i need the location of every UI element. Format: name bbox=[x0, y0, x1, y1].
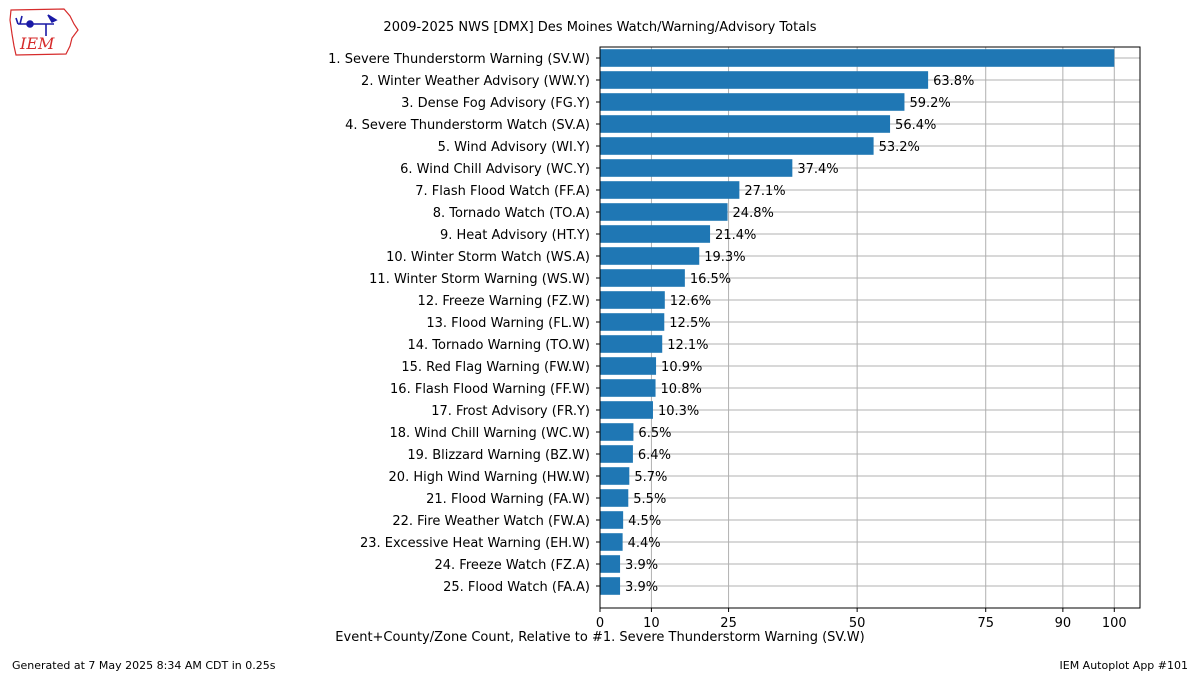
value-label: 12.6% bbox=[670, 294, 711, 309]
bar bbox=[600, 181, 740, 199]
x-tick-label: 25 bbox=[720, 616, 737, 631]
x-axis-label: Event+County/Zone Count, Relative to #1.… bbox=[335, 630, 864, 645]
bar bbox=[600, 379, 656, 397]
category-label: 15. Red Flag Warning (FW.W) bbox=[401, 360, 590, 375]
bar bbox=[600, 313, 665, 331]
category-label: 4. Severe Thunderstorm Watch (SV.A) bbox=[345, 118, 590, 133]
logo-text: IEM bbox=[19, 34, 55, 53]
x-tick-label: 50 bbox=[849, 616, 866, 631]
category-label: 25. Flood Watch (FA.A) bbox=[443, 580, 590, 595]
value-label: 6.5% bbox=[638, 426, 671, 441]
category-label: 20. High Wind Warning (HW.W) bbox=[389, 470, 590, 485]
app-label: IEM Autoplot App #101 bbox=[1059, 659, 1189, 672]
value-label: 10.9% bbox=[661, 360, 702, 375]
category-label: 24. Freeze Watch (FZ.A) bbox=[434, 558, 590, 573]
value-label: 3.9% bbox=[625, 558, 658, 573]
bar bbox=[600, 225, 711, 243]
bar bbox=[600, 401, 653, 419]
category-label: 18. Wind Chill Warning (WC.W) bbox=[389, 426, 590, 441]
category-label: 9. Heat Advisory (HT.Y) bbox=[440, 228, 590, 243]
x-tick-label: 100 bbox=[1102, 616, 1127, 631]
value-label: 5.5% bbox=[633, 492, 666, 507]
bar bbox=[600, 445, 633, 463]
category-label: 6. Wind Chill Advisory (WC.Y) bbox=[400, 162, 590, 177]
bar bbox=[600, 71, 929, 89]
category-label: 8. Tornado Watch (TO.A) bbox=[433, 206, 590, 221]
value-label: 56.4% bbox=[895, 118, 936, 133]
value-label: 10.8% bbox=[661, 382, 702, 397]
value-label: 6.4% bbox=[638, 448, 671, 463]
value-label: 24.8% bbox=[733, 206, 774, 221]
bar bbox=[600, 115, 891, 133]
category-label: 13. Flood Warning (FL.W) bbox=[426, 316, 590, 331]
category-label: 19. Blizzard Warning (BZ.W) bbox=[407, 448, 590, 463]
category-label: 21. Flood Warning (FA.W) bbox=[426, 492, 590, 507]
category-label: 5. Wind Advisory (WI.Y) bbox=[438, 140, 590, 155]
value-label: 16.5% bbox=[690, 272, 731, 287]
value-label: 59.2% bbox=[909, 96, 950, 111]
bar bbox=[600, 137, 874, 155]
category-label: 1. Severe Thunderstorm Warning (SV.W) bbox=[328, 52, 590, 67]
iowa-outline bbox=[9, 8, 79, 56]
category-label: 17. Frost Advisory (FR.Y) bbox=[431, 404, 590, 419]
category-label: 7. Flash Flood Watch (FF.A) bbox=[415, 184, 590, 199]
bar bbox=[600, 489, 629, 507]
value-label: 21.4% bbox=[715, 228, 756, 243]
category-label: 12. Freeze Warning (FZ.W) bbox=[418, 294, 590, 309]
category-label: 2. Winter Weather Advisory (WW.Y) bbox=[361, 74, 590, 89]
category-label: 16. Flash Flood Warning (FF.W) bbox=[390, 382, 590, 397]
bar bbox=[600, 247, 700, 265]
bar bbox=[600, 511, 624, 529]
bar bbox=[600, 533, 623, 551]
value-label: 19.3% bbox=[704, 250, 745, 265]
category-label: 14. Tornado Warning (TO.W) bbox=[407, 338, 590, 353]
value-label: 3.9% bbox=[625, 580, 658, 595]
value-label: 4.4% bbox=[628, 536, 661, 551]
bar bbox=[600, 335, 663, 353]
value-label: 12.1% bbox=[667, 338, 708, 353]
bar bbox=[600, 159, 793, 177]
category-label: 3. Dense Fog Advisory (FG.Y) bbox=[401, 96, 590, 111]
bar bbox=[600, 269, 685, 287]
bar bbox=[600, 467, 630, 485]
weather-station-icon bbox=[15, 14, 58, 36]
value-label: 4.5% bbox=[628, 514, 661, 529]
bar bbox=[600, 555, 621, 573]
category-label: 11. Winter Storm Warning (WS.W) bbox=[369, 272, 590, 287]
value-label: 5.7% bbox=[634, 470, 667, 485]
value-label: 27.1% bbox=[744, 184, 785, 199]
category-label: 23. Excessive Heat Warning (EH.W) bbox=[360, 536, 590, 551]
x-tick-label: 75 bbox=[977, 616, 994, 631]
x-tick-label: 90 bbox=[1055, 616, 1072, 631]
value-label: 63.8% bbox=[933, 74, 974, 89]
bar bbox=[600, 291, 665, 309]
iem-logo: IEM bbox=[9, 8, 79, 56]
bar bbox=[600, 93, 905, 111]
value-label: 53.2% bbox=[879, 140, 920, 155]
value-label: 37.4% bbox=[797, 162, 838, 177]
generated-timestamp: Generated at 7 May 2025 8:34 AM CDT in 0… bbox=[12, 659, 276, 672]
bar bbox=[600, 357, 657, 375]
bar bbox=[600, 577, 621, 595]
bar bbox=[600, 423, 634, 441]
bar bbox=[600, 49, 1115, 67]
chart-title: 2009-2025 NWS [DMX] Des Moines Watch/War… bbox=[383, 20, 817, 35]
x-tick-label: 10 bbox=[643, 616, 660, 631]
bar bbox=[600, 203, 728, 221]
value-label: 10.3% bbox=[658, 404, 699, 419]
plot-frame bbox=[599, 46, 1141, 609]
category-label: 10. Winter Storm Watch (WS.A) bbox=[386, 250, 590, 265]
category-label: 22. Fire Weather Watch (FW.A) bbox=[392, 514, 590, 529]
x-tick-label: 0 bbox=[596, 616, 604, 631]
value-label: 12.5% bbox=[669, 316, 710, 331]
